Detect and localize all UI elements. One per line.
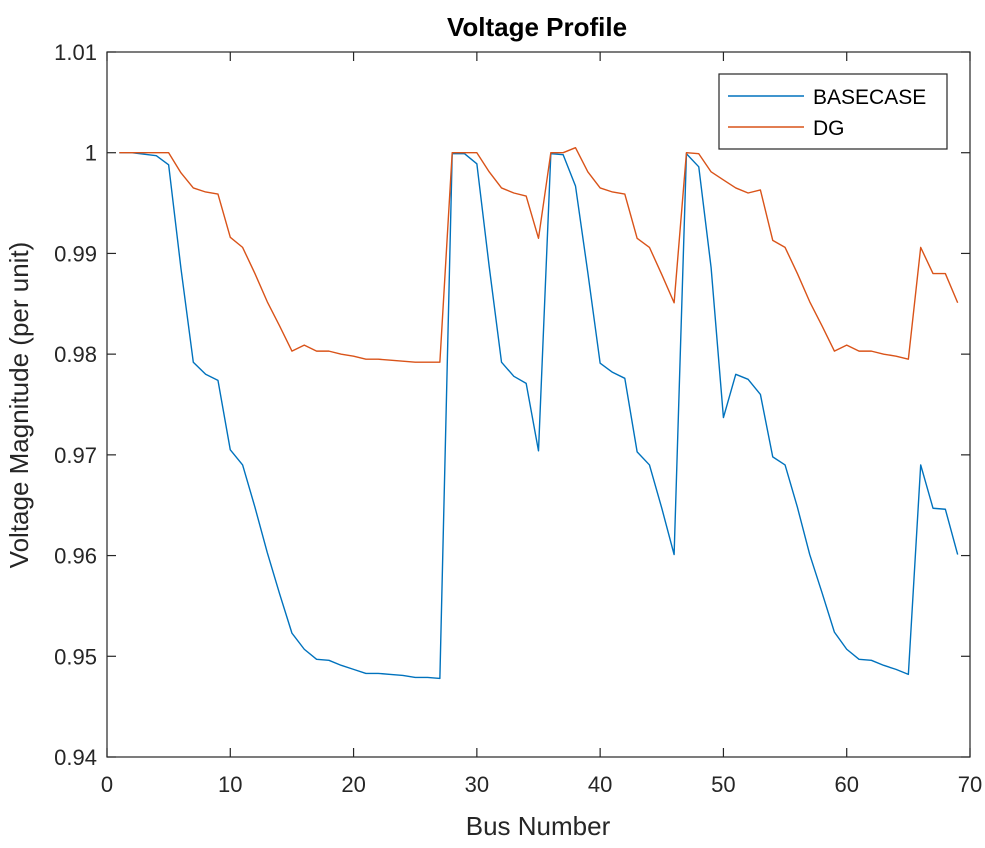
y-tick-label: 0.96 (54, 544, 97, 569)
legend-label-dg: DG (813, 117, 845, 140)
x-tick-label: 50 (711, 772, 735, 797)
y-tick-label: 0.97 (54, 443, 97, 468)
x-tick-label: 30 (465, 772, 489, 797)
x-axis-label: Bus Number (466, 811, 611, 841)
series-line-basecase (119, 152, 959, 680)
chart-title: Voltage Profile (447, 12, 627, 42)
y-tick-label: 0.95 (54, 644, 97, 669)
x-tick-label: 20 (341, 772, 365, 797)
x-tick-label: 0 (101, 772, 113, 797)
legend-box (718, 73, 948, 150)
y-tick-label: 0.99 (54, 241, 97, 266)
legend-label-basecase: BASECASE (813, 86, 926, 109)
y-tick-label: 0.94 (54, 745, 97, 770)
plot-area: 0 10 20 30 40 50 60 70 0.94 0.95 0.96 0.97 0.98 0.99 1… (54, 40, 982, 797)
y-tick-label: 1 (85, 141, 97, 166)
axes-box (106, 51, 971, 758)
legend: BASECASE DG (718, 73, 948, 150)
x-tick-label: 10 (218, 772, 242, 797)
x-tick-label: 60 (834, 772, 858, 797)
x-tick-label: 40 (588, 772, 612, 797)
x-tick-label: 70 (958, 772, 982, 797)
series-line-dg (119, 146, 959, 363)
y-axis-label: Voltage Magnitude (per unit) (4, 242, 34, 569)
y-tick-label: 1.01 (54, 40, 97, 65)
y-tick-label: 0.98 (54, 342, 97, 367)
